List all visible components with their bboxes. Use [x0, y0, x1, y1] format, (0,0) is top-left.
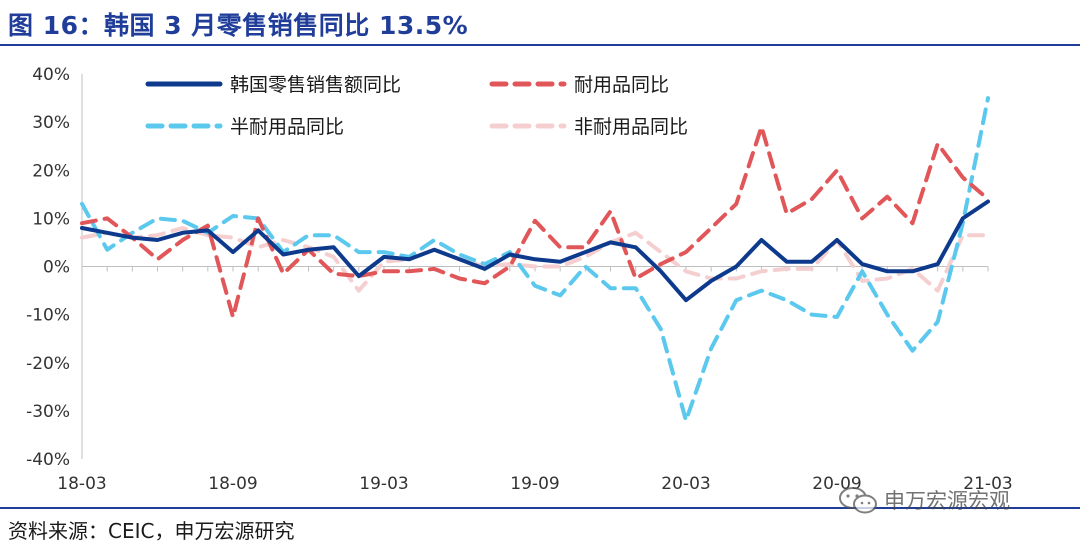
x-tick-label: 19-09	[510, 474, 559, 494]
source-divider	[0, 507, 1080, 509]
y-tick-label: 10%	[32, 209, 70, 229]
source-note: 资料来源：CEIC，申万宏源研究	[8, 519, 295, 543]
y-tick-label: -40%	[26, 450, 70, 470]
chart-axes: 40% 30% 20% 10% 0% -10% -20% -30% -40% 18-03 18-09…	[26, 65, 1013, 494]
y-tick-label: 0%	[43, 258, 70, 278]
y-tick-label: -20%	[26, 354, 70, 374]
series-line-0	[80, 199, 990, 303]
watermark-label: 申万宏源宏观	[884, 489, 1010, 513]
series-line-2	[80, 96, 990, 423]
line-chart: 40% 30% 20% 10% 0% -10% -20% -30% -40% 18-03 18-09…	[26, 65, 1013, 494]
y-tick-label: -10%	[26, 306, 70, 326]
series-line-1	[80, 124, 990, 319]
x-tick-label: 21-03	[963, 474, 1012, 494]
x-tick-label: 18-09	[208, 474, 257, 494]
x-tick-label: 19-03	[359, 474, 408, 494]
wechat-icon	[839, 487, 877, 514]
title-divider	[0, 44, 1080, 46]
legend-label-3: 非耐用品同比	[574, 116, 688, 138]
chart-title: 图 16：韩国 3 月零售销售同比 13.5%	[8, 11, 469, 40]
y-tick-label: 20%	[32, 161, 70, 181]
x-tick-label: 18-03	[57, 474, 106, 494]
legend-label-1: 耐用品同比	[574, 74, 669, 96]
watermark: 申万宏源宏观	[838, 485, 1010, 515]
legend-label-0: 韩国零售销售额同比	[230, 74, 401, 96]
y-tick-label: 30%	[32, 113, 70, 133]
chart-series	[80, 96, 990, 423]
x-tick-label: 20-03	[661, 474, 710, 494]
y-tick-label: 40%	[32, 65, 70, 85]
y-tick-label: -30%	[26, 402, 70, 422]
legend-label-2: 半耐用品同比	[230, 116, 344, 138]
